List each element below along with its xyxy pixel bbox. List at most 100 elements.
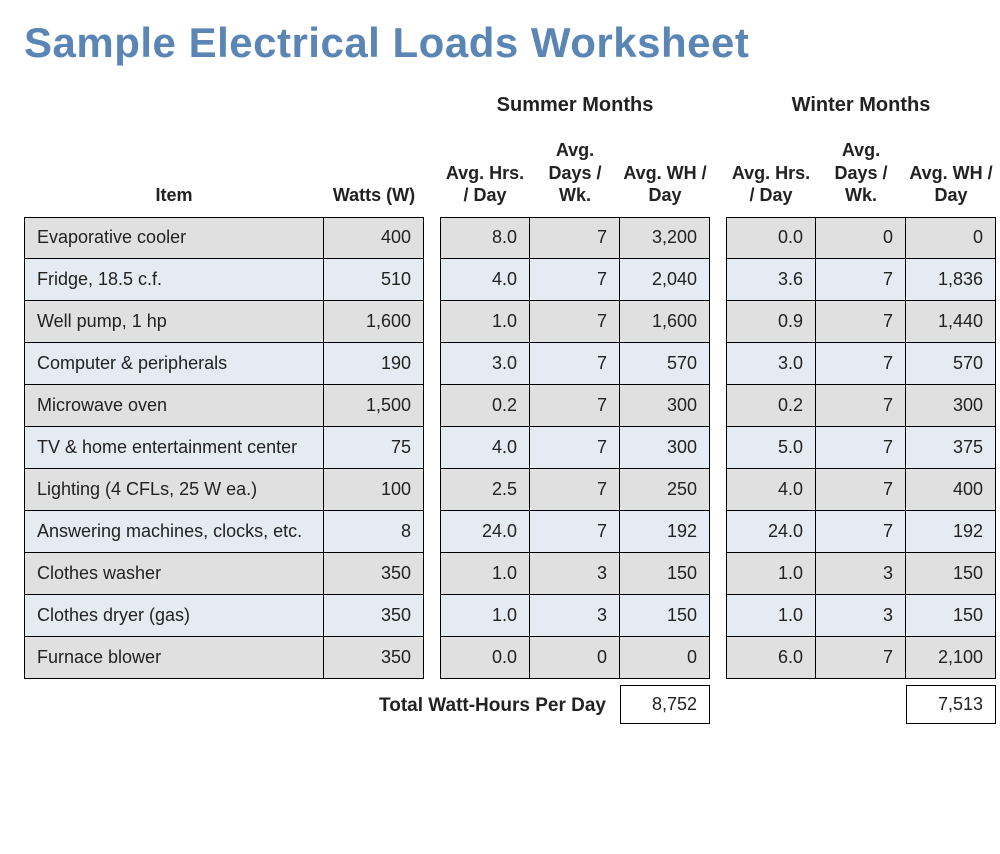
cell-w_hrs: 5.0 (726, 427, 816, 469)
cell-watts: 100 (324, 469, 424, 511)
super-header-summer: Summer Months (440, 94, 710, 135)
cell-w_hrs: 0.0 (726, 217, 816, 259)
cell-s_hrs: 4.0 (440, 259, 530, 301)
cell-item: Well pump, 1 hp (24, 301, 324, 343)
cell-w_wh: 150 (906, 553, 996, 595)
cell-watts: 350 (324, 553, 424, 595)
cell-s_days: 7 (530, 301, 620, 343)
cell-s_days: 7 (530, 385, 620, 427)
cell-s_wh: 570 (620, 343, 710, 385)
cell-w_days: 7 (816, 385, 906, 427)
cell-watts: 75 (324, 427, 424, 469)
cell-s_hrs: 4.0 (440, 427, 530, 469)
cell-w_wh: 570 (906, 343, 996, 385)
col-header-s_days: Avg. Days / Wk. (530, 135, 620, 217)
cell-s_wh: 1,600 (620, 301, 710, 343)
cell-s_wh: 192 (620, 511, 710, 553)
cell-w_days: 7 (816, 259, 906, 301)
col-header-s_hrs: Avg. Hrs. / Day (440, 135, 530, 217)
cell-watts: 350 (324, 595, 424, 637)
cell-w_wh: 300 (906, 385, 996, 427)
cell-s_wh: 300 (620, 385, 710, 427)
cell-item: Fridge, 18.5 c.f. (24, 259, 324, 301)
cell-w_hrs: 0.9 (726, 301, 816, 343)
col-header-item: Item (24, 135, 324, 217)
cell-w_days: 7 (816, 427, 906, 469)
cell-w_days: 7 (816, 469, 906, 511)
cell-s_days: 7 (530, 511, 620, 553)
cell-watts: 8 (324, 511, 424, 553)
cell-w_wh: 400 (906, 469, 996, 511)
cell-s_hrs: 0.2 (440, 385, 530, 427)
totals-summer: 8,752 (620, 685, 710, 724)
col-header-w_days: Avg. Days / Wk. (816, 135, 906, 217)
cell-item: Clothes dryer (gas) (24, 595, 324, 637)
col-header-s_wh: Avg. WH / Day (620, 135, 710, 217)
cell-w_hrs: 4.0 (726, 469, 816, 511)
cell-s_days: 7 (530, 343, 620, 385)
super-header-winter: Winter Months (726, 94, 996, 135)
cell-w_days: 3 (816, 595, 906, 637)
cell-s_hrs: 0.0 (440, 637, 530, 679)
cell-item: Computer & peripherals (24, 343, 324, 385)
cell-watts: 190 (324, 343, 424, 385)
cell-w_wh: 1,836 (906, 259, 996, 301)
cell-item: TV & home entertainment center (24, 427, 324, 469)
cell-w_wh: 0 (906, 217, 996, 259)
cell-item: Clothes washer (24, 553, 324, 595)
cell-s_days: 3 (530, 553, 620, 595)
cell-w_hrs: 1.0 (726, 595, 816, 637)
cell-s_days: 3 (530, 595, 620, 637)
cell-item: Microwave oven (24, 385, 324, 427)
cell-watts: 400 (324, 217, 424, 259)
col-header-w_wh: Avg. WH / Day (906, 135, 996, 217)
cell-watts: 1,500 (324, 385, 424, 427)
cell-item: Answering machines, clocks, etc. (24, 511, 324, 553)
cell-s_hrs: 1.0 (440, 553, 530, 595)
cell-w_hrs: 3.0 (726, 343, 816, 385)
totals-winter: 7,513 (906, 685, 996, 724)
cell-w_hrs: 24.0 (726, 511, 816, 553)
cell-w_hrs: 3.6 (726, 259, 816, 301)
cell-w_wh: 2,100 (906, 637, 996, 679)
cell-w_wh: 1,440 (906, 301, 996, 343)
cell-s_hrs: 1.0 (440, 595, 530, 637)
cell-s_days: 7 (530, 259, 620, 301)
cell-w_days: 7 (816, 511, 906, 553)
cell-s_wh: 2,040 (620, 259, 710, 301)
cell-s_wh: 300 (620, 427, 710, 469)
cell-watts: 1,600 (324, 301, 424, 343)
cell-s_days: 7 (530, 469, 620, 511)
cell-w_hrs: 6.0 (726, 637, 816, 679)
cell-w_days: 7 (816, 637, 906, 679)
cell-w_wh: 375 (906, 427, 996, 469)
cell-s_hrs: 24.0 (440, 511, 530, 553)
cell-s_wh: 3,200 (620, 217, 710, 259)
cell-item: Evaporative cooler (24, 217, 324, 259)
cell-s_days: 7 (530, 217, 620, 259)
cell-s_hrs: 1.0 (440, 301, 530, 343)
cell-s_wh: 150 (620, 553, 710, 595)
cell-w_wh: 150 (906, 595, 996, 637)
cell-w_days: 7 (816, 343, 906, 385)
cell-item: Lighting (4 CFLs, 25 W ea.) (24, 469, 324, 511)
cell-w_days: 0 (816, 217, 906, 259)
page-title: Sample Electrical Loads Worksheet (24, 20, 976, 66)
cell-s_wh: 250 (620, 469, 710, 511)
cell-item: Furnace blower (24, 637, 324, 679)
col-header-w_hrs: Avg. Hrs. / Day (726, 135, 816, 217)
cell-s_days: 7 (530, 427, 620, 469)
cell-w_days: 3 (816, 553, 906, 595)
cell-s_wh: 0 (620, 637, 710, 679)
cell-s_hrs: 8.0 (440, 217, 530, 259)
cell-s_wh: 150 (620, 595, 710, 637)
cell-watts: 350 (324, 637, 424, 679)
cell-s_days: 0 (530, 637, 620, 679)
cell-watts: 510 (324, 259, 424, 301)
cell-s_hrs: 2.5 (440, 469, 530, 511)
cell-w_hrs: 1.0 (726, 553, 816, 595)
cell-s_hrs: 3.0 (440, 343, 530, 385)
totals-label: Total Watt-Hours Per Day (24, 679, 620, 724)
loads-table: Summer MonthsWinter MonthsItemWatts (W)A… (24, 94, 976, 724)
col-header-watts: Watts (W) (324, 135, 424, 217)
